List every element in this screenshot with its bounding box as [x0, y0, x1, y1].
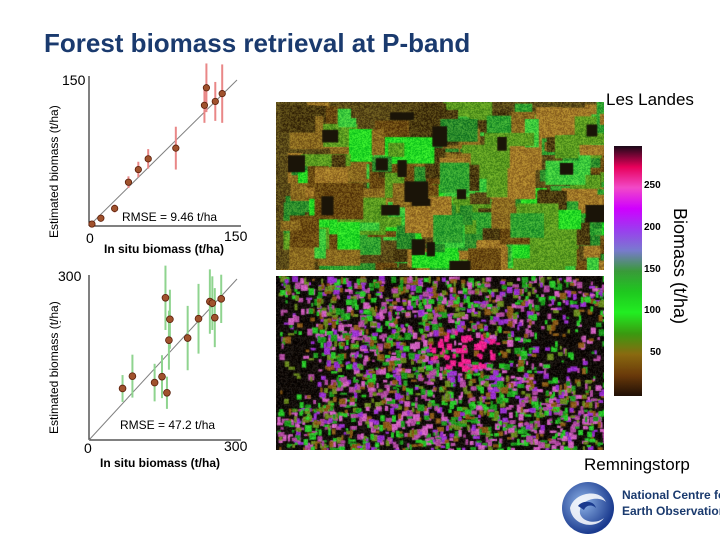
bottom-chart-x-origin-label: 0 [84, 440, 92, 456]
bottom-chart-data-point [158, 372, 166, 381]
bottom-chart-data-point [208, 299, 217, 307]
bottom-chart-data-point [161, 293, 170, 302]
top-chart-data-point [144, 155, 152, 163]
bottom-chart-data-point [128, 372, 137, 380]
top-chart-x-origin-label: 0 [86, 230, 94, 246]
bottom-chart-x-axis-label: In situ biomass (t/ha) [100, 456, 221, 470]
top-chart-x-tick-label: 150 [224, 228, 248, 244]
bottom-chart-rmse-annotation: RMSE = 47.2 t/ha [120, 418, 216, 432]
bottom-chart-data-point [150, 378, 159, 387]
top-chart-rmse-annotation: RMSE = 9.46 t/ha [122, 210, 218, 224]
bottom-chart-data-point [211, 313, 219, 322]
top-chart-data-point [211, 97, 219, 106]
top-chart-y-tick-label: 150 [62, 72, 86, 88]
colorbar-tick-150: 150 [644, 264, 661, 275]
remningstorp-biomass-map [276, 276, 604, 450]
bottom-chart-data-point [166, 315, 174, 324]
bottom-chart-data-point [165, 336, 173, 344]
bottom-chart-data-point [118, 384, 127, 393]
page-title: Forest biomass retrieval at P-band [44, 28, 471, 58]
top-chart-data-point [134, 165, 142, 174]
bottom-chart-data-point [163, 388, 171, 397]
colorbar-label: Biomass (t/ha) [670, 208, 690, 325]
bottom-chart-data-point [217, 295, 226, 303]
top-chart-data-point [200, 101, 209, 109]
top-chart-data-point [97, 214, 105, 222]
top-chart-data-point [88, 220, 96, 228]
bottom-chart-y-tick-label: 300 [58, 268, 82, 284]
biomass-colorbar [614, 146, 642, 396]
nceo-logo-icon [562, 482, 614, 534]
bottom-chart-y-axis-extra-mark: , [59, 314, 62, 324]
logo-text-line1: National Centre for [622, 488, 720, 502]
les-landes-site-label: Les Landes [606, 90, 694, 109]
bottom-chart-x-tick-label: 300 [224, 438, 248, 454]
remningstorp-site-label: Remningstorp [584, 455, 690, 474]
top-chart-x-axis-label: In situ biomass (t/ha) [104, 242, 225, 256]
top-chart-data-point [172, 144, 180, 152]
top-chart-data-point [111, 204, 119, 213]
colorbar-tick-250: 250 [644, 180, 661, 191]
bottom-chart-data-point [194, 314, 203, 323]
top-chart-data-point [202, 84, 211, 92]
top-chart-data-point [218, 90, 226, 98]
top-chart-fit-line [88, 79, 238, 227]
colorbar-tick-100: 100 [644, 305, 661, 316]
logo-text-line2: Earth Observation [622, 504, 720, 518]
les-landes-biomass-map [276, 102, 604, 270]
bottom-chart-data-point [183, 334, 192, 342]
colorbar-tick-50: 50 [650, 347, 662, 358]
colorbar-tick-200: 200 [644, 222, 661, 233]
top-chart-data-point [124, 178, 133, 186]
